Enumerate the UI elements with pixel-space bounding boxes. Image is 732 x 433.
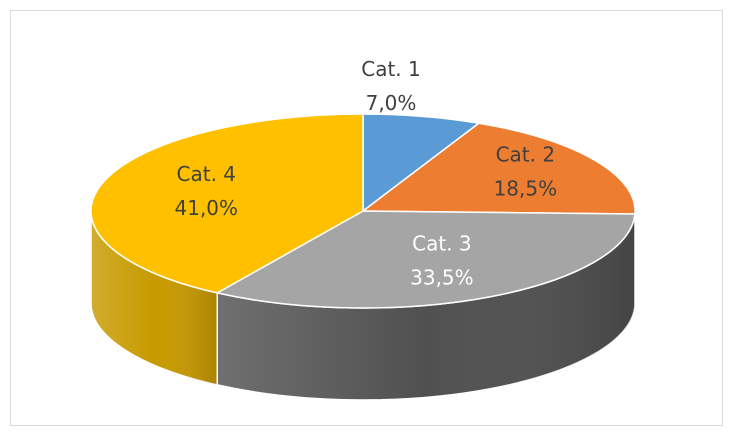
pie-side-shading-cat-3 [217,214,635,400]
pie-slice-cat-4 [90,113,364,294]
chart-area: Cat. 1 7,0% Cat. 2 18,5% Cat. 3 33,5% Cat. 4 41… [10,10,723,426]
slice-label-cat-2: Cat. 2 [496,143,556,167]
pie-slice-cat-3 [216,210,636,309]
slice-label-cat-3: Cat. 3 [412,231,472,255]
slice-label-cat-1: Cat. 1 [361,57,421,81]
slice-label-cat-4: Cat. 4 [177,162,237,186]
pie-slice-cat-2 [362,122,636,215]
slice-percent-cat-1: 7,0% [366,91,417,115]
slice-percent-cat-2: 18,5% [494,177,558,201]
slice-percent-cat-4: 41,0% [175,196,239,220]
pie-slice-cat-1 [362,113,480,212]
slice-percent-cat-3: 33,5% [410,265,474,289]
pie-chart-3d: Cat. 1 7,0% Cat. 2 18,5% Cat. 3 33,5% Cat. 4 41… [90,57,636,401]
pie-side-shading-cat-4 [91,211,218,385]
